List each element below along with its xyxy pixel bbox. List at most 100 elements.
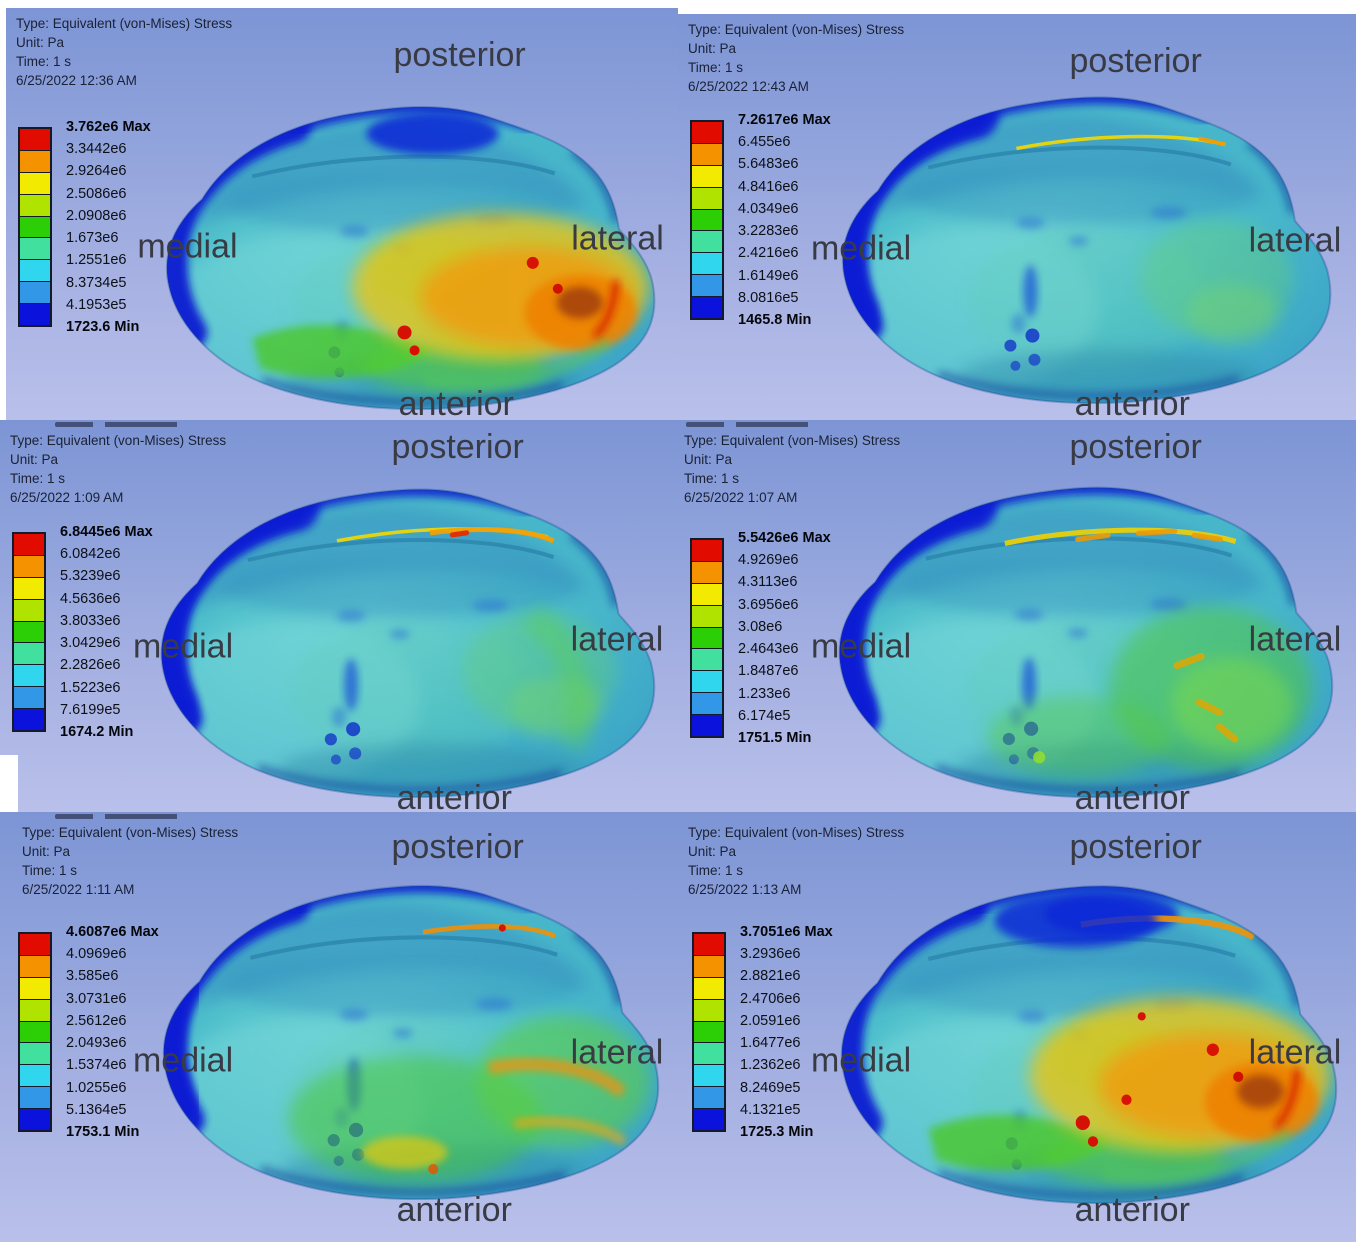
legend-max-label: 6.8445e6 Max <box>60 524 153 540</box>
legend-colorbar <box>690 538 724 738</box>
result-datetime-label: 6/25/2022 1:07 AM <box>684 490 798 505</box>
legend-band <box>694 934 724 956</box>
result-datetime-label: 6/25/2022 1:09 AM <box>10 490 124 505</box>
legend-band <box>20 955 50 978</box>
legend-band <box>14 599 44 622</box>
legend-colorbar <box>18 932 52 1132</box>
result-type-label: Type: Equivalent (von-Mises) Stress <box>16 16 233 31</box>
legend-band <box>20 238 50 261</box>
legend-min-label: 1725.3 Min <box>740 1124 814 1140</box>
legend-value-label: 1.2551e6 <box>66 252 127 268</box>
stress-legend: 6.8445e6 Max 6.0842e6 5.3239e6 4.5636e6 3.80… <box>12 524 212 754</box>
legend-band <box>692 143 722 166</box>
legend-value-label: 6.174e5 <box>738 708 791 724</box>
legend-value-label: 2.0493e6 <box>66 1035 127 1051</box>
stress-panel-top-right: Type: Equivalent (von-Mises) Stress Unit… <box>678 14 1356 420</box>
legend-band <box>692 715 722 737</box>
legend-value-label: 2.0908e6 <box>66 208 127 224</box>
stress-legend: 5.5426e6 Max 4.9269e6 4.3113e6 3.6956e6 3.08… <box>690 530 890 760</box>
seam-text-remnant <box>55 422 215 427</box>
stress-panel-bottom-right: Type: Equivalent (von-Mises) Stress Unit… <box>678 812 1356 1242</box>
legend-band <box>692 187 722 210</box>
legend-band <box>692 209 722 232</box>
result-unit-label: Unit: Pa <box>688 844 737 859</box>
bone-stress-render <box>774 462 1346 798</box>
legend-band <box>20 1087 50 1110</box>
medial-label: medial <box>810 229 912 268</box>
legend-max-label: 3.762e6 Max <box>66 119 151 135</box>
lateral-label: lateral <box>570 620 664 659</box>
legend-value-label: 1.673e6 <box>66 230 119 246</box>
legend-value-label: 8.2469e5 <box>740 1080 801 1096</box>
result-info-block: Type: Equivalent (von-Mises) Stress Unit… <box>688 20 904 96</box>
legend-colorbar <box>692 932 726 1132</box>
result-unit-label: Unit: Pa <box>10 452 59 467</box>
legend-band <box>692 627 722 650</box>
result-datetime-label: 6/25/2022 12:43 AM <box>688 79 809 94</box>
legend-band <box>20 150 50 173</box>
result-time-label: Time: 1 s <box>688 863 744 878</box>
result-datetime-label: 6/25/2022 12:36 AM <box>16 73 137 88</box>
lateral-label: lateral <box>570 1033 664 1072</box>
legend-min-label: 1723.6 Min <box>66 319 140 335</box>
legend-band <box>20 1043 50 1066</box>
legend-band <box>14 534 44 556</box>
result-info-block: Type: Equivalent (von-Mises) Stress Unit… <box>22 823 238 899</box>
legend-value-label: 4.0349e6 <box>738 201 799 217</box>
stress-legend: 7.2617e6 Max 6.455e6 5.6483e6 4.8416e6 4.034… <box>690 112 890 342</box>
bone-svg <box>840 885 1338 1204</box>
anterior-label: anterior <box>396 1191 512 1229</box>
legend-value-label: 1.0255e6 <box>66 1080 127 1096</box>
legend-band <box>20 1065 50 1088</box>
legend-value-label: 1.5374e6 <box>66 1057 127 1073</box>
posterior-label: posterior <box>393 36 526 74</box>
medial-label: medial <box>810 1041 912 1080</box>
legend-labels: 5.5426e6 Max 4.9269e6 4.3113e6 3.6956e6 3.08… <box>738 530 888 760</box>
legend-value-label: 2.0591e6 <box>740 1013 801 1029</box>
stress-legend: 3.762e6 Max 3.3442e6 2.9264e6 2.5086e6 2.090… <box>18 119 218 349</box>
legend-colorbar <box>12 532 46 732</box>
anterior-label: anterior <box>1074 385 1190 420</box>
legend-band <box>14 621 44 644</box>
legend-value-label: 6.455e6 <box>738 134 791 150</box>
legend-value-label: 3.2936e6 <box>740 946 801 962</box>
legend-band <box>14 665 44 688</box>
legend-band <box>20 260 50 283</box>
legend-band <box>20 999 50 1022</box>
legend-value-label: 3.2283e6 <box>738 223 799 239</box>
legend-band <box>20 934 50 956</box>
legend-value-label: 4.0969e6 <box>66 946 127 962</box>
legend-band <box>14 555 44 578</box>
result-type-label: Type: Equivalent (von-Mises) Stress <box>10 433 227 448</box>
legend-band <box>692 297 722 319</box>
legend-value-label: 5.6483e6 <box>738 156 799 172</box>
legend-band <box>692 649 722 672</box>
legend-value-label: 5.3239e6 <box>60 568 121 584</box>
lateral-label: lateral <box>1248 620 1342 659</box>
medial-label: medial <box>132 627 234 666</box>
legend-labels: 3.7051e6 Max 3.2936e6 2.8821e6 2.4706e6 2.05… <box>740 924 890 1154</box>
legend-band <box>20 1109 50 1131</box>
legend-value-label: 1.233e6 <box>738 686 791 702</box>
result-type-label: Type: Equivalent (von-Mises) Stress <box>688 825 905 840</box>
legend-value-label: 3.08e6 <box>738 619 783 635</box>
legend-value-label: 2.2826e6 <box>60 657 121 673</box>
result-datetime-label: 6/25/2022 1:11 AM <box>22 882 135 897</box>
result-unit-label: Unit: Pa <box>684 452 733 467</box>
legend-max-label: 4.6087e6 Max <box>66 924 159 940</box>
anterior-label: anterior <box>1074 1191 1190 1229</box>
legend-value-label: 8.0816e5 <box>738 290 799 306</box>
stress-panel-middle-left: Type: Equivalent (von-Mises) Stress Unit… <box>0 420 678 812</box>
legend-band <box>694 1021 724 1044</box>
legend-band <box>14 687 44 710</box>
result-time-label: Time: 1 s <box>10 471 66 486</box>
result-unit-label: Unit: Pa <box>22 844 71 859</box>
result-datetime-label: 6/25/2022 1:13 AM <box>688 882 802 897</box>
legend-value-label: 4.5636e6 <box>60 591 121 607</box>
result-type-label: Type: Equivalent (von-Mises) Stress <box>22 825 239 840</box>
legend-band <box>692 253 722 276</box>
stress-panel-top-left: Type: Equivalent (von-Mises) Stress Unit… <box>6 8 678 420</box>
legend-band <box>20 977 50 1000</box>
legend-value-label: 3.0731e6 <box>66 991 127 1007</box>
bone-svg <box>165 106 656 410</box>
